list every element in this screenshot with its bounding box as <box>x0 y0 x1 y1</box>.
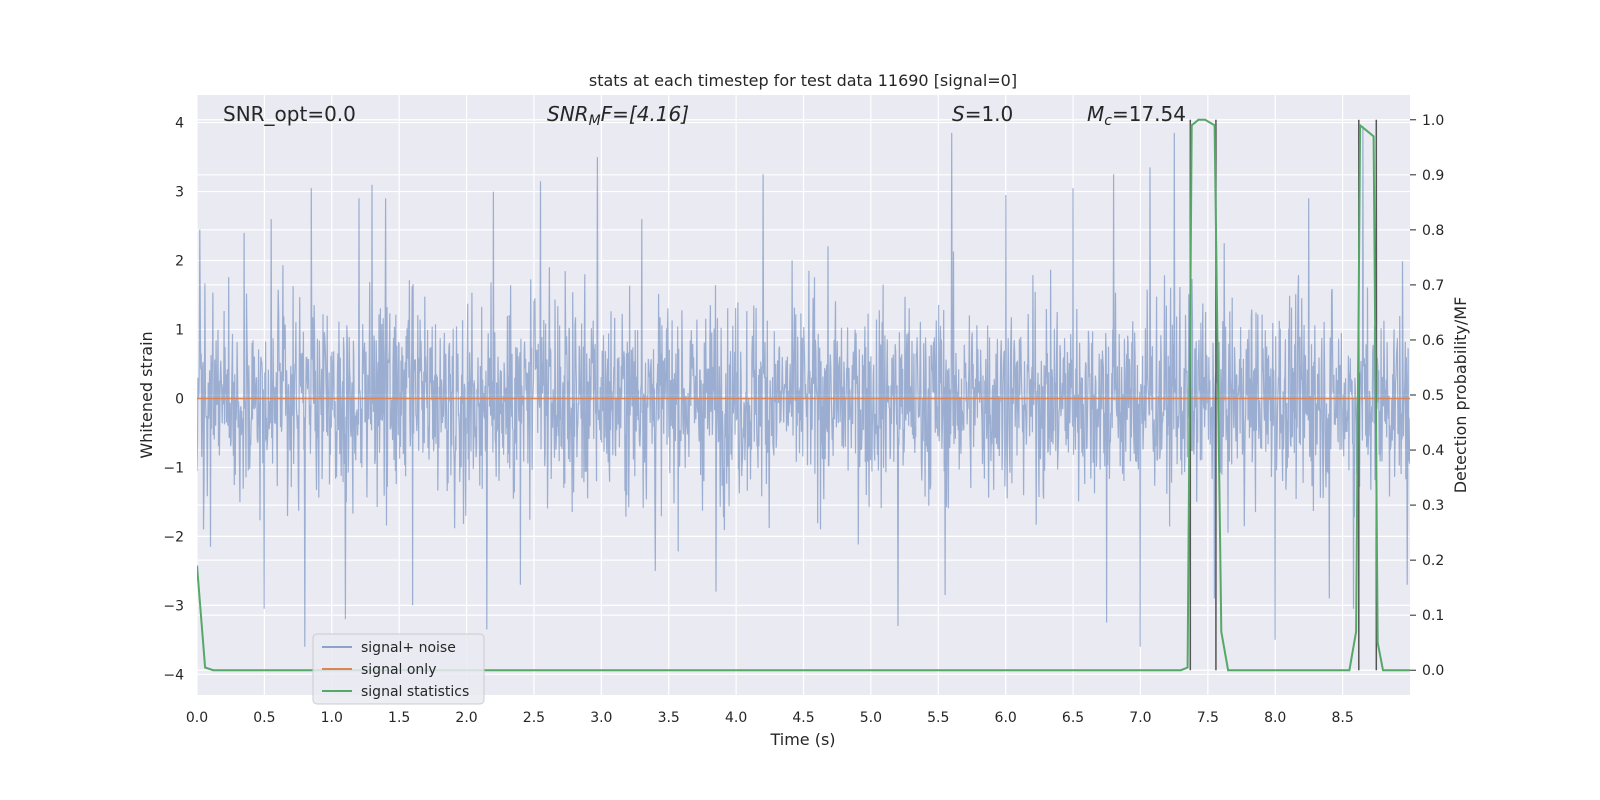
y2-tick-label: 0.1 <box>1422 608 1444 624</box>
y2-tick-label: 0.3 <box>1422 498 1444 514</box>
annotation-snr-mf-main: SNR <box>547 102 589 126</box>
y2-tick-label: 0.4 <box>1422 443 1444 459</box>
y2-tick-label: 0.7 <box>1422 278 1444 294</box>
x-tick-label: 4.0 <box>725 710 747 726</box>
x-tick-label: 5.0 <box>860 710 882 726</box>
legend-label-signal-only: signal only <box>361 662 436 678</box>
x-tick-label: 4.5 <box>792 710 814 726</box>
y2-tick-label: 1.0 <box>1422 113 1444 129</box>
y-tick-label: 3 <box>175 185 184 201</box>
annotation-mc: Mc=17.54 <box>1087 102 1186 129</box>
x-tick-label: 3.0 <box>590 710 612 726</box>
x-tick-label: 5.5 <box>927 710 949 726</box>
x-tick-label: 8.5 <box>1331 710 1353 726</box>
y2-axis-ticks: 0.0 0.1 0.2 0.3 0.4 0.5 0.6 0.7 0.8 0.9 1.0 <box>1410 113 1444 679</box>
annotation-mc-rest: =17.54 <box>1112 102 1186 126</box>
y2-tick-label: 0.6 <box>1422 333 1444 349</box>
y-tick-label: 1 <box>175 322 184 338</box>
annotation-snr-mf-rest: F=[4.16] <box>601 102 689 126</box>
y2-tick-label: 0.8 <box>1422 223 1444 239</box>
annotation-snr-opt: SNR_opt=0.0 <box>223 102 356 126</box>
y-tick-label: −4 <box>163 667 184 683</box>
x-tick-label: 2.0 <box>455 710 477 726</box>
annotation-s-main: S <box>952 102 965 126</box>
annotation-mc-sub: c <box>1104 113 1112 129</box>
legend-label-signal-statistics: signal statistics <box>361 684 469 700</box>
annotation-s-rest: =1.0 <box>965 102 1014 126</box>
y2-tick-label: 0.0 <box>1422 663 1444 679</box>
series-signal-plus-noise-line <box>197 125 1410 647</box>
y-tick-label: 0 <box>175 391 184 407</box>
x-tick-label: 2.5 <box>523 710 545 726</box>
x-axis-label: Time (s) <box>769 730 835 749</box>
y-tick-label: 4 <box>175 116 184 132</box>
x-tick-label: 6.5 <box>1062 710 1084 726</box>
y-axis-ticks: −4 −3 −2 −1 0 1 2 3 4 <box>163 116 184 684</box>
annotation-snr-mf-sub: M <box>589 113 601 129</box>
x-tick-label: 1.5 <box>388 710 410 726</box>
y2-axis-label: Detection probability/MF <box>1451 297 1470 494</box>
legend-box <box>312 633 485 705</box>
y-tick-label: −1 <box>163 460 184 476</box>
x-tick-label: 7.0 <box>1129 710 1151 726</box>
y2-tick-label: 0.9 <box>1422 168 1444 184</box>
y2-tick-label: 0.5 <box>1422 388 1444 404</box>
x-tick-label: 3.5 <box>658 710 680 726</box>
annotation-snr-mf: SNRMF=[4.16] <box>547 102 689 129</box>
y2-tick-label: 0.2 <box>1422 553 1444 569</box>
annotation-s: S=1.0 <box>952 102 1013 126</box>
legend: signal+ noise signal only signal statist… <box>312 633 485 705</box>
annotation-mc-main: M <box>1087 102 1104 126</box>
x-axis-ticks: 0.0 0.5 1.0 1.5 2.0 2.5 3.0 3.5 4.0 4.5 5.0 5.5 6.0 6… <box>186 710 1354 726</box>
y-axis-label: Whitened strain <box>137 331 156 458</box>
legend-label-signal-plus-noise: signal+ noise <box>361 640 456 656</box>
y-tick-label: −2 <box>163 529 184 545</box>
x-tick-label: 0.0 <box>186 710 208 726</box>
x-tick-label: 6.0 <box>995 710 1017 726</box>
y-tick-label: −3 <box>163 598 184 614</box>
chart-title: stats at each timestep for test data 116… <box>589 71 1017 90</box>
x-tick-label: 1.0 <box>321 710 343 726</box>
y-tick-label: 2 <box>175 254 184 270</box>
x-tick-label: 7.5 <box>1197 710 1219 726</box>
x-tick-label: 8.0 <box>1264 710 1286 726</box>
x-tick-label: 0.5 <box>253 710 275 726</box>
